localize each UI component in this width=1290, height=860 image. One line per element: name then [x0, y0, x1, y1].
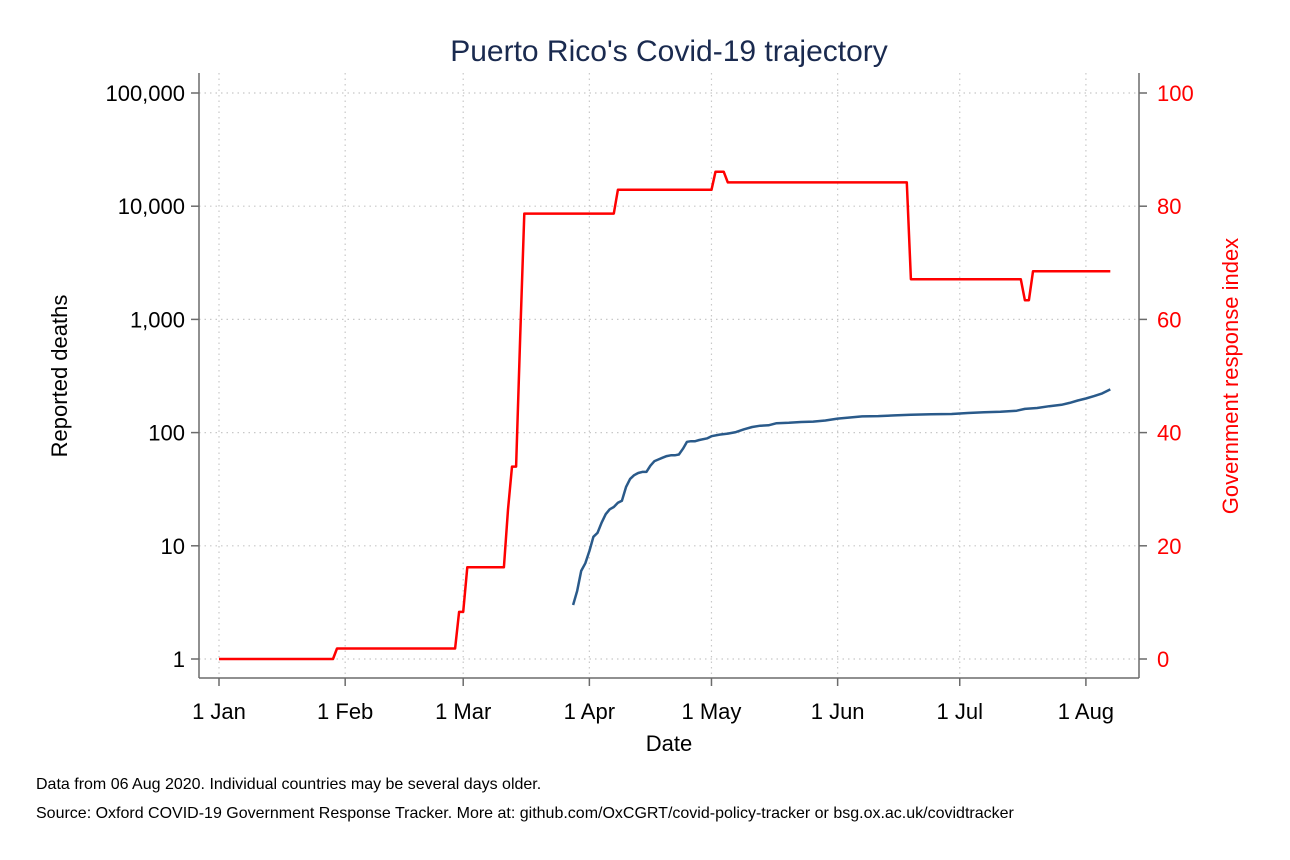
reported-deaths-line: [571, 388, 1111, 606]
y-tick-label-right: 40: [1157, 421, 1181, 446]
x-axis-label: Date: [646, 731, 692, 756]
x-tick-label: 1 Feb: [317, 699, 373, 724]
y-axis-label-right: Government response index: [1218, 238, 1243, 514]
x-tick-label: 1 May: [682, 699, 742, 724]
source-note: Source: Oxford COVID-19 Government Respo…: [36, 805, 1014, 822]
chart-title: Puerto Rico's Covid-19 trajectory: [450, 35, 888, 68]
x-tick-label: 1 Jul: [936, 699, 982, 724]
series-lines: [219, 170, 1111, 661]
government-response-index-line: [219, 170, 1111, 661]
grid-lines: [199, 73, 1139, 678]
y-axis-label-left: Reported deaths: [47, 295, 72, 458]
y-tick-label-right: 0: [1157, 647, 1169, 672]
x-tick-label: 1 Jun: [811, 699, 865, 724]
axes: 1 10 100 1,000 10,000 100,000 0 20 40 60 80 100 1 Ja…: [105, 73, 1194, 724]
x-tick-label: 1 Jan: [192, 699, 246, 724]
x-tick-label: 1 Apr: [564, 699, 615, 724]
y-tick-label-left: 100,000: [105, 81, 185, 106]
data-date-note: Data from 06 Aug 2020. Individual countr…: [36, 776, 542, 793]
x-tick-label: 1 Mar: [435, 699, 491, 724]
y-tick-label-right: 60: [1157, 307, 1181, 332]
y-tick-label-left: 1: [173, 647, 185, 672]
y-tick-label-left: 100: [148, 421, 185, 446]
y-tick-label-right: 20: [1157, 534, 1181, 559]
x-tick-label: 1 Aug: [1058, 699, 1114, 724]
y-tick-label-left: 10: [161, 534, 185, 559]
y-tick-label-right: 80: [1157, 194, 1181, 219]
y-tick-label-right: 100: [1157, 81, 1194, 106]
y-tick-label-left: 10,000: [118, 194, 185, 219]
y-tick-label-left: 1,000: [130, 307, 185, 332]
